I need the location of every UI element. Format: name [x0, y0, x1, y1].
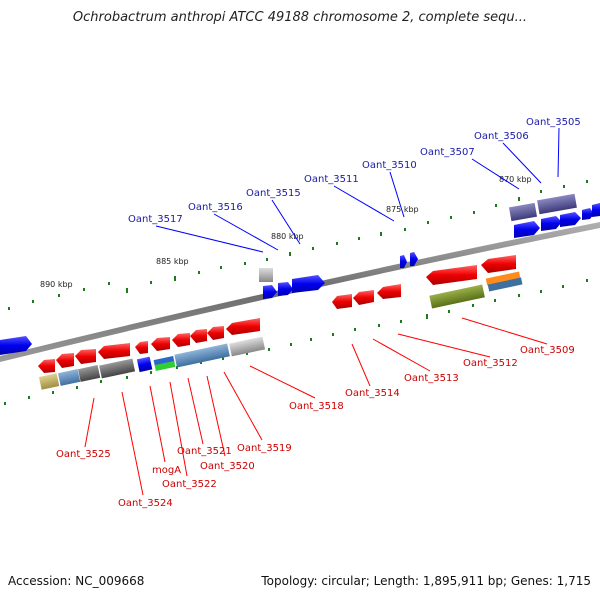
- gene-arrow[interactable]: [263, 285, 277, 299]
- gene-label[interactable]: Oant_3524: [118, 498, 173, 509]
- gene-arrow[interactable]: [172, 333, 190, 347]
- gene-block[interactable]: [229, 336, 266, 357]
- reverse-gene-labels: Oant_3509 Oant_3512 Oant_3513 Oant_3514 …: [56, 345, 575, 509]
- gene-arrow[interactable]: [56, 353, 74, 368]
- gene-block[interactable]: [259, 268, 273, 282]
- forward-label-leaders: [155, 127, 560, 253]
- gene-arrow[interactable]: [353, 290, 374, 305]
- gene-label[interactable]: Oant_3507: [420, 147, 475, 158]
- gene-label[interactable]: Oant_3522: [162, 479, 217, 490]
- gene-block[interactable]: [485, 271, 521, 286]
- gene-arrow[interactable]: [332, 294, 352, 309]
- gene-arrow[interactable]: [38, 359, 55, 373]
- tick-label-875kbp: 875 kbp: [386, 205, 419, 214]
- gene-block[interactable]: [174, 343, 230, 368]
- gene-arrow[interactable]: [560, 212, 581, 227]
- gene-block[interactable]: [429, 284, 485, 309]
- gene-arrow[interactable]: [226, 318, 260, 335]
- gene-arrow[interactable]: [582, 208, 594, 220]
- gene-label[interactable]: Oant_3511: [304, 174, 359, 185]
- gene-block[interactable]: [537, 193, 577, 215]
- gene-label[interactable]: Oant_3514: [345, 388, 400, 399]
- tick-label-870kbp: 870 kbp: [499, 175, 532, 184]
- gene-label[interactable]: Oant_3515: [246, 188, 301, 199]
- chromosome-backbone: [0, 222, 600, 362]
- gene-arrow[interactable]: [426, 265, 477, 285]
- gene-label[interactable]: Oant_3525: [56, 449, 111, 460]
- tick-label-890kbp: 890 kbp: [40, 280, 73, 289]
- gene-label[interactable]: Oant_3506: [474, 131, 529, 142]
- gene-arrow[interactable]: [592, 203, 600, 217]
- reverse-label-leaders: [84, 317, 548, 496]
- gene-arrow[interactable]: [278, 282, 293, 296]
- gene-arrow[interactable]: [98, 343, 130, 359]
- gene-label[interactable]: Oant_3518: [289, 401, 344, 412]
- gene-label[interactable]: Oant_3513: [404, 373, 459, 384]
- forward-gene-labels: Oant_3505 Oant_3506 Oant_3507 Oant_3510 …: [128, 117, 581, 225]
- gene-label[interactable]: Oant_3521: [177, 446, 232, 457]
- gene-label[interactable]: Oant_3520: [200, 461, 255, 472]
- gene-arrow[interactable]: [481, 255, 516, 273]
- gene-arrow[interactable]: [190, 329, 207, 343]
- tick-label-885kbp: 885 kbp: [156, 257, 189, 266]
- gene-arrow[interactable]: [400, 255, 407, 268]
- gene-label[interactable]: Oant_3519: [237, 443, 292, 454]
- gene-arrow[interactable]: [377, 284, 401, 299]
- scale-track-lower: [4, 279, 588, 405]
- gene-label[interactable]: Oant_3510: [362, 160, 417, 171]
- gene-block[interactable]: [38, 373, 60, 390]
- gene-label[interactable]: Oant_3505: [526, 117, 581, 128]
- gene-block[interactable]: [508, 202, 538, 222]
- gene-label[interactable]: Oant_3512: [463, 358, 518, 369]
- gene-block[interactable]: [99, 358, 136, 379]
- genome-summary-text: Topology: circular; Length: 1,895,911 bp…: [261, 574, 591, 588]
- reverse-strand-genes: [38, 255, 523, 390]
- scale-track-upper: [8, 180, 588, 310]
- gene-label[interactable]: Oant_3517: [128, 214, 183, 225]
- gene-arrow[interactable]: [135, 341, 148, 354]
- gene-block[interactable]: [136, 356, 153, 373]
- gene-label[interactable]: Oant_3509: [520, 345, 575, 356]
- tick-label-880kbp: 880 kbp: [271, 232, 304, 241]
- forward-strand-genes: [0, 193, 600, 355]
- gene-label[interactable]: Oant_3516: [188, 202, 243, 213]
- map-title: Ochrobactrum anthropi ATCC 49188 chromos…: [72, 10, 528, 25]
- gene-arrow[interactable]: [207, 326, 224, 340]
- gene-label[interactable]: mogA: [152, 465, 181, 476]
- gene-arrow[interactable]: [0, 336, 32, 355]
- gene-block[interactable]: [154, 360, 176, 372]
- gene-arrow[interactable]: [514, 221, 540, 238]
- gene-block[interactable]: [487, 277, 523, 292]
- gene-arrow[interactable]: [151, 337, 170, 351]
- gene-arrow[interactable]: [410, 252, 418, 266]
- gene-arrow[interactable]: [541, 216, 562, 231]
- accession-text: Accession: NC_009668: [8, 574, 145, 588]
- gene-arrow[interactable]: [75, 349, 96, 364]
- gene-block[interactable]: [77, 365, 101, 382]
- gene-block[interactable]: [57, 369, 81, 386]
- gene-arrow[interactable]: [292, 275, 325, 293]
